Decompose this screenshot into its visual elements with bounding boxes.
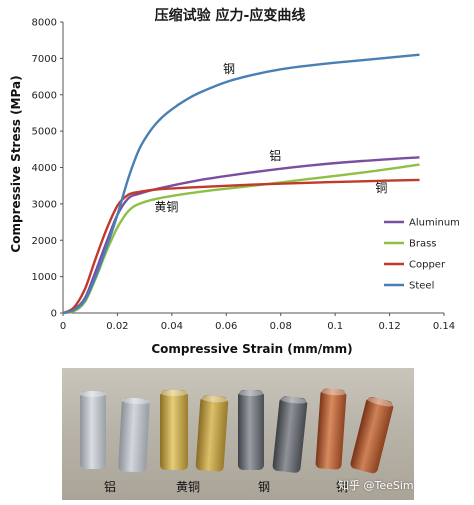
- series-line-steel: [62, 53, 420, 315]
- aluminum-specimen-2: [118, 397, 150, 473]
- chart-legend: Aluminum Brass Copper Steel: [384, 218, 460, 292]
- x-tick-label: 0.1: [327, 321, 343, 332]
- chart-series: [62, 53, 420, 315]
- photo-label-aluminum: 铝: [104, 480, 117, 494]
- steel-specimen-1: [238, 390, 264, 470]
- chart-axes: [60, 21, 445, 316]
- curve-annotation: 铜: [375, 180, 387, 195]
- copper-specimen-2: [349, 395, 395, 475]
- legend-label-steel: Steel: [409, 281, 434, 292]
- chart-tick-labels: 0 1000 2000 3000 4000 5000 6000 7000 8000 0 0.02 0.…: [32, 18, 456, 333]
- curve-annotation: 黄铜: [154, 199, 178, 214]
- photo-label-steel: 钢: [258, 480, 271, 494]
- steel-specimen-2: [272, 395, 308, 474]
- legend-label-aluminum: Aluminum: [409, 218, 460, 229]
- x-tick-label: 0.06: [215, 321, 237, 332]
- stress-strain-chart: 压缩试验 应力-应变曲线 0 1000 2000 3000 4000 5000 6000 70…: [9, 7, 460, 356]
- series-line-copper: [62, 178, 420, 315]
- x-tick-label: 0: [60, 321, 66, 332]
- x-tick-label: 0.08: [270, 321, 292, 332]
- x-tick-label: 0.02: [106, 321, 128, 332]
- brass-specimen-1: [160, 390, 188, 470]
- legend-label-copper: Copper: [409, 260, 446, 271]
- y-tick-label: 6000: [32, 90, 57, 101]
- photo-label-copper: 铜: [336, 480, 349, 494]
- watermark: 知乎 @TeeSim: [338, 479, 414, 492]
- y-tick-label: 3000: [32, 199, 57, 210]
- x-axis-label: Compressive Strain (mm/mm): [151, 342, 352, 356]
- y-tick-label: 4000: [32, 163, 57, 174]
- x-tick-label: 0.12: [378, 321, 400, 332]
- y-tick-label: 7000: [32, 54, 57, 65]
- y-tick-label: 1000: [32, 272, 57, 283]
- y-tick-label: 8000: [32, 18, 57, 29]
- copper-specimen-1: [315, 388, 347, 470]
- y-axis-label: Compressive Stress (MPa): [9, 75, 23, 252]
- y-tick-label: 5000: [32, 127, 57, 138]
- y-tick-label: 0: [51, 309, 57, 320]
- specimen-photo: [62, 368, 414, 500]
- x-tick-label: 0.14: [433, 321, 455, 332]
- chart-title: 压缩试验 应力-应变曲线: [155, 7, 306, 24]
- photo-label-brass: 黄铜: [176, 480, 201, 494]
- x-tick-label: 0.04: [161, 321, 183, 332]
- curve-annotation: 铝: [269, 148, 281, 163]
- series-line-brass: [62, 163, 420, 315]
- curve-annotation: 钢: [223, 62, 235, 76]
- aluminum-specimen-1: [80, 391, 106, 469]
- legend-label-brass: Brass: [409, 239, 437, 250]
- y-tick-label: 2000: [32, 236, 57, 247]
- brass-specimen-2: [195, 395, 229, 472]
